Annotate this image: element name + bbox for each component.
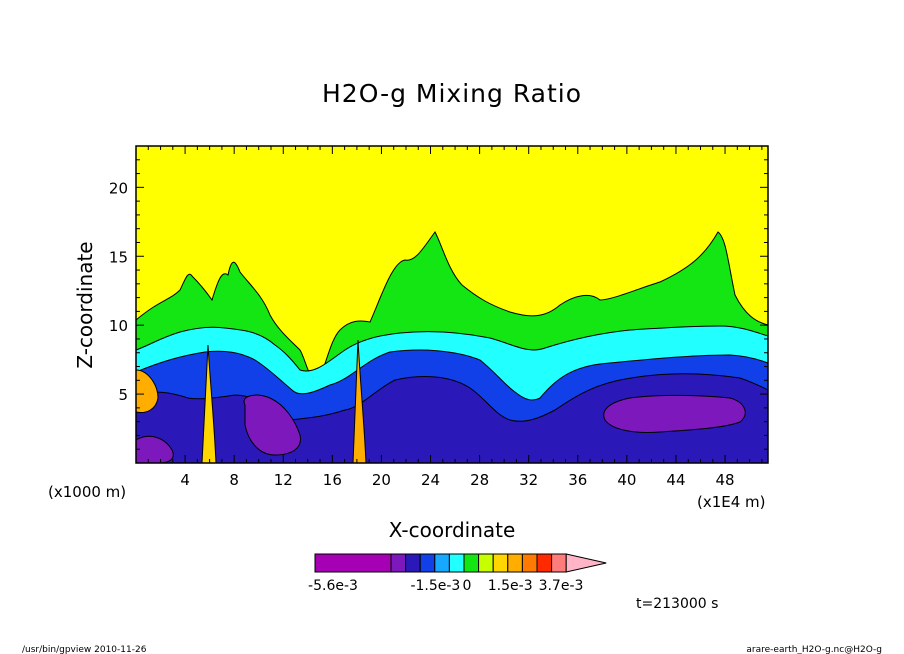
- x-unit-right: (x1E4 m): [697, 493, 766, 511]
- colorbar-cell: [551, 553, 567, 573]
- colorbar-cell: [536, 553, 553, 573]
- colorbar-cell: [448, 553, 465, 573]
- x-tick-label: 32: [519, 471, 538, 489]
- colorbar-cell: [405, 553, 421, 573]
- y-axis: 5 10 15 20: [109, 159, 768, 450]
- y-axis-label: Z-coordinate: [73, 241, 97, 368]
- colorbar: -5.6e-3 -1.5e-3 0 1.5e-3 3.7e-3: [308, 553, 607, 594]
- x-tick-label: 40: [617, 471, 636, 489]
- colorbar-cell: [492, 553, 509, 573]
- colorbar-arrow: [565, 553, 607, 573]
- x-unit-left: (x1000 m): [48, 483, 126, 501]
- colorbar-cell: [521, 553, 538, 573]
- x-tick-label: 8: [229, 471, 239, 489]
- contour-purple-core-right: [603, 394, 746, 433]
- colorbar-tick-label: 3.7e-3: [539, 578, 584, 594]
- plot-frame: [135, 145, 769, 464]
- y-tick-label: 10: [109, 317, 128, 335]
- y-tick-label: 15: [109, 248, 128, 266]
- colorbar-tick-label: 1.5e-3: [488, 578, 533, 594]
- colorbar-cell: [419, 553, 436, 573]
- footer-right: arare-earth_H2O-g.nc@H2O-g: [746, 645, 882, 654]
- time-label: t=213000 s: [636, 596, 718, 612]
- x-tick-label: 24: [421, 471, 440, 489]
- colorbar-cell: [478, 553, 494, 573]
- x-tick-label: 36: [568, 471, 587, 489]
- colorbar-tick-label: -1.5e-3: [410, 578, 460, 594]
- contour-purple-core-left: [243, 394, 301, 456]
- chart-title: H2O-g Mixing Ratio: [322, 79, 582, 108]
- x-tick-label: 44: [666, 471, 685, 489]
- x-tick-label: 12: [274, 471, 293, 489]
- colorbar-cell: [390, 553, 407, 573]
- contour-updraft-left: [201, 344, 217, 463]
- colorbar-tick-label: 0: [463, 578, 472, 594]
- x-tick-label: 4: [180, 471, 190, 489]
- x-axis-label: X-coordinate: [389, 518, 516, 542]
- y-tick-label: 20: [109, 179, 128, 197]
- x-axis: 4 8 12 16 20 24 28 32 36 40 44 48: [147, 146, 763, 489]
- contour-updraft-right: [352, 339, 367, 463]
- x-tick-label: 28: [470, 471, 489, 489]
- colorbar-tick-label: -5.6e-3: [308, 578, 358, 594]
- colorbar-cell: [314, 553, 392, 573]
- colorbar-cell: [507, 553, 523, 573]
- colorbar-cell: [434, 553, 450, 573]
- y-tick-label: 5: [118, 386, 128, 404]
- x-tick-label: 20: [372, 471, 391, 489]
- footer-left: /usr/bin/gpview 2010-11-26: [22, 645, 147, 654]
- plot-area: [136, 146, 768, 463]
- contour-orange-left: [136, 369, 159, 413]
- colorbar-cell: [463, 553, 480, 573]
- x-tick-label: 48: [716, 471, 735, 489]
- x-tick-label: 16: [323, 471, 342, 489]
